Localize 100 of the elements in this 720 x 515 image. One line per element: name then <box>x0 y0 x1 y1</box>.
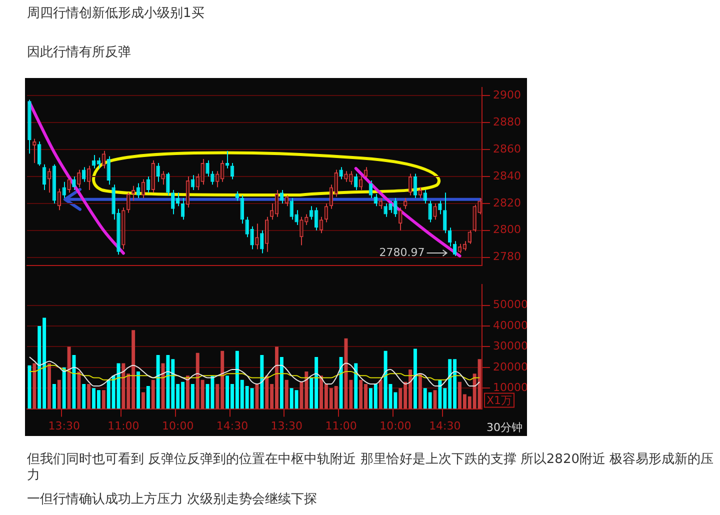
text: 一但行情确认成功上方压力 次级别走势会继续下探 <box>27 492 318 508</box>
candlestick <box>358 176 363 190</box>
x-tick-label: 14:30 <box>216 419 248 432</box>
line-series <box>354 166 462 258</box>
candlestick <box>38 140 42 166</box>
bar <box>62 367 66 409</box>
bar <box>190 384 194 409</box>
candlestick <box>146 176 150 194</box>
y-tick-label: 2800 <box>493 223 521 236</box>
y-tick-label: 2900 <box>493 88 521 102</box>
bar <box>186 376 190 409</box>
candlestick <box>200 158 204 186</box>
candlestick <box>255 223 259 250</box>
line-series <box>28 364 480 380</box>
x-tick-label: 14:30 <box>429 419 461 432</box>
candlestick <box>428 200 432 223</box>
bar <box>141 392 145 409</box>
candlestick <box>106 156 110 186</box>
candlestick <box>210 170 214 186</box>
candlestick <box>398 206 402 231</box>
bar <box>102 390 106 409</box>
candlestick <box>433 202 437 220</box>
candlestick <box>156 162 160 182</box>
x-tick-label: 10:00 <box>162 419 194 432</box>
candlestick <box>284 194 288 207</box>
chart-title: 周四行情创新低形成小级别1买 <box>27 5 204 22</box>
bar <box>52 384 56 409</box>
candlestick <box>349 170 353 186</box>
line-series <box>28 356 480 387</box>
bar <box>339 357 343 409</box>
y-tick-label: 2880 <box>493 115 521 128</box>
y-tick-label: 30000 <box>493 340 528 353</box>
candlestick <box>250 226 254 250</box>
bar <box>32 363 36 409</box>
y-tick-label: 10000 <box>493 380 528 394</box>
bar <box>136 372 140 409</box>
candlestick <box>196 173 200 190</box>
candlestick <box>478 198 482 215</box>
candlestick <box>32 138 36 164</box>
candlestick <box>72 176 76 190</box>
candlestick <box>344 170 348 182</box>
bar <box>280 357 284 409</box>
y-tick-label: 20000 <box>493 360 528 374</box>
candlestick <box>374 194 378 207</box>
candlestick <box>161 170 165 186</box>
candlestick <box>388 200 392 214</box>
bar <box>48 363 51 409</box>
candlestick <box>418 186 422 199</box>
candlestick <box>319 216 324 234</box>
bar <box>418 374 422 409</box>
candlestick <box>245 216 249 238</box>
y-tick-label: 2780 <box>493 250 521 264</box>
x-tick-label: 10:00 <box>380 419 412 432</box>
text: 30分钟 <box>482 420 527 436</box>
candlestick <box>230 162 234 180</box>
bar <box>284 380 288 409</box>
bar <box>414 348 417 409</box>
candlestick <box>438 200 442 215</box>
candlestick <box>354 173 358 190</box>
candlestick <box>62 181 66 199</box>
y-axis-title: X1万 <box>486 394 512 408</box>
candlestick <box>190 174 195 190</box>
x-tick-label: 13:30 <box>48 419 80 432</box>
candlestick <box>443 192 447 234</box>
candlestick <box>339 166 343 180</box>
chart-subtitle: 因此行情有所反弹 <box>27 44 131 61</box>
candlestick <box>403 198 408 210</box>
bar <box>354 363 358 409</box>
bar <box>77 372 81 409</box>
candlestick <box>166 172 170 196</box>
y-tick-label: 50000 <box>493 298 528 312</box>
candlestick <box>176 192 180 207</box>
bar <box>378 380 382 409</box>
y-tick-label: 40000 <box>493 318 528 332</box>
bar <box>151 380 155 409</box>
bar <box>260 354 264 409</box>
candlestick <box>368 180 373 199</box>
candlestick <box>206 160 210 177</box>
bar <box>87 384 91 409</box>
x-tick-label: 11:00 <box>325 419 357 432</box>
bar <box>156 354 160 409</box>
candlestick <box>290 198 294 220</box>
x-tick-label: 13:30 <box>270 419 302 432</box>
candlestick <box>300 216 304 246</box>
bar <box>57 380 61 409</box>
candlestick <box>260 230 264 254</box>
candlestick <box>77 169 81 188</box>
x-tick-label: 11:00 <box>108 419 140 432</box>
bar <box>28 365 32 409</box>
candlestick <box>294 210 298 226</box>
bar <box>82 384 86 409</box>
bar <box>67 346 71 409</box>
candlestick <box>394 198 398 218</box>
candlestick <box>384 202 388 218</box>
candlestick <box>468 230 472 244</box>
y-tick-label: 2820 <box>493 196 521 210</box>
bar <box>255 384 259 409</box>
annotation: 2780.97 <box>379 246 425 259</box>
text: 但我们同时也可看到 反弹位反弹到的位置在中枢中轨附近 那里恰好是上次下跌的支撑 所以2820附近 极容易形成新的压力 <box>27 452 715 484</box>
candlestick <box>304 214 308 226</box>
